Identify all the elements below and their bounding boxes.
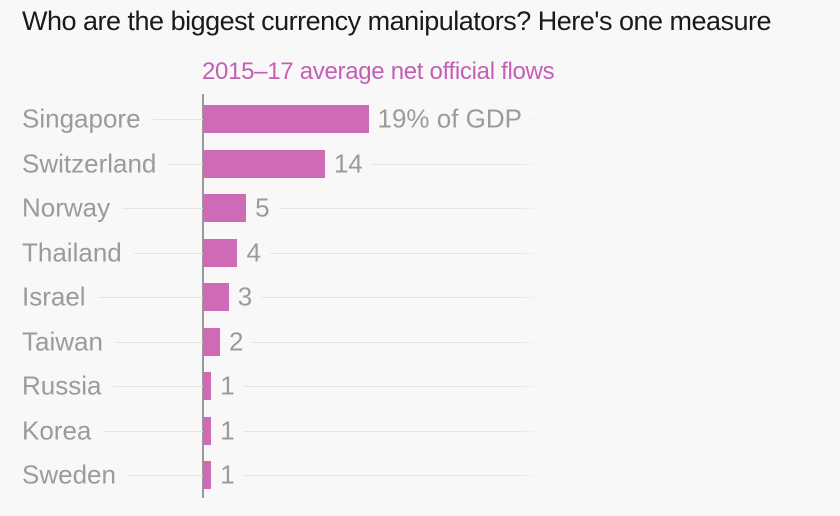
row-gridline [0,475,543,477]
chart-row: Israel 3 [0,275,840,320]
value-bar [202,372,212,401]
row-gridline [0,430,543,432]
category-label: Singapore [0,101,153,137]
value-bar [202,283,229,312]
value-bar [202,416,212,445]
chart-rows: Singapore 19% of GDP Switzerland 14 Norway 5 T… [0,97,840,498]
category-label: Israel [0,279,98,315]
value-bar [202,238,238,267]
value-bar [202,149,325,178]
category-label: Norway [0,190,123,226]
category-label: Russia [0,368,114,404]
row-gridline [0,386,543,388]
page-title: Who are the biggest currency manipulator… [22,6,772,36]
row-gridline [0,341,543,343]
category-label: Korea [0,413,104,449]
category-label: Switzerland [0,146,169,182]
category-label: Taiwan [0,324,115,360]
value-bar [202,105,369,134]
chart-subtitle: 2015–17 average net official flows [202,58,555,85]
value-label: 19% of GDP [368,101,532,137]
chart-row: Sweden 1 [0,453,840,498]
chart-row: Norway 5 [0,186,840,231]
value-bar [202,461,212,490]
row-gridline [0,297,543,299]
value-label: 14 [324,146,372,182]
chart-row: Taiwan 2 [0,320,840,365]
value-label: 1 [211,413,244,449]
chart-row: Korea 1 [0,409,840,454]
category-label: Sweden [0,457,128,493]
chart-row: Switzerland 14 [0,142,840,187]
category-label: Thailand [0,235,134,271]
value-bar [202,194,247,223]
value-label: 5 [246,190,279,226]
chart-row: Thailand 4 [0,231,840,276]
value-label: 1 [211,368,244,404]
chart-row: Singapore 19% of GDP [0,97,840,142]
value-label: 4 [237,235,270,271]
chart-area: Singapore 19% of GDP Switzerland 14 Norway 5 T… [0,94,840,498]
value-label: 1 [211,457,244,493]
row-gridline [0,252,543,254]
value-label: 3 [228,279,262,315]
value-bar [202,327,220,356]
value-label: 2 [219,324,253,360]
chart-row: Russia 1 [0,364,840,409]
